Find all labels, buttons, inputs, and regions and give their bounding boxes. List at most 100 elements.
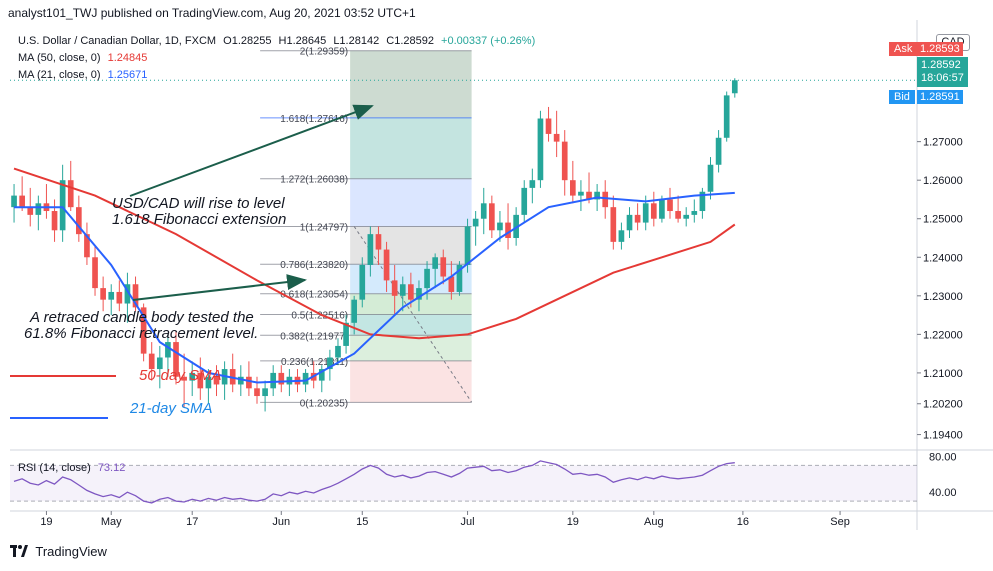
- candle-body: [569, 180, 576, 196]
- candle: [359, 257, 366, 308]
- candle: [472, 211, 479, 246]
- candle: [140, 303, 147, 362]
- candle-body: [456, 264, 463, 292]
- candle: [578, 180, 584, 212]
- publisher-line: analyst101_TWJ published on TradingView.…: [8, 6, 416, 20]
- candle: [399, 276, 406, 312]
- open-value: O1.28255: [223, 35, 272, 47]
- candle-body: [505, 222, 511, 238]
- candle: [221, 361, 228, 400]
- ma21-legend[interactable]: MA (21, close, 0) 1.25671: [18, 69, 147, 81]
- candle-body: [521, 187, 528, 215]
- rsi-legend[interactable]: RSI (14, close) 73.12: [18, 462, 125, 474]
- candle: [569, 160, 576, 204]
- candle: [383, 241, 390, 292]
- candles: [11, 78, 738, 412]
- footer-brand[interactable]: TradingView: [10, 544, 107, 559]
- ma21-label: MA (21, close, 0): [18, 69, 101, 81]
- candle: [327, 349, 333, 381]
- fibonacci-tool: 2(1.29359) 1.618(1.27616) 1.272(1.26038) 1(…: [260, 47, 473, 409]
- annotation-text: 61.8% Fibonacci retracement level.: [24, 325, 258, 342]
- candle-body: [707, 164, 714, 192]
- candle: [691, 199, 698, 223]
- y-tick-label: 1.22000: [923, 329, 963, 341]
- candle: [246, 361, 252, 397]
- candle: [424, 261, 430, 300]
- candle-body: [205, 376, 212, 389]
- low-value: L1.28142: [333, 35, 380, 47]
- candle-body: [561, 141, 568, 181]
- candle: [213, 365, 220, 397]
- annotation-text: 1.618 Fibonacci extension: [112, 211, 286, 228]
- candle-body: [165, 342, 171, 358]
- candle: [286, 369, 293, 397]
- bid-price: 1.28591: [917, 90, 963, 104]
- symbol-name: U.S. Dollar / Canadian Dollar, 1D, FXCM: [18, 35, 217, 47]
- y-tick-label: 1.26000: [923, 175, 963, 187]
- x-tick-label: 19: [40, 516, 52, 528]
- candle-body: [19, 195, 25, 208]
- candle-body: [327, 357, 333, 370]
- candle-body: [27, 207, 34, 215]
- candle-body: [683, 214, 690, 219]
- candle-body: [35, 203, 42, 215]
- ma50-value: 1.24845: [107, 52, 148, 64]
- ask-label: Ask: [894, 43, 913, 55]
- footer-brand-text: TradingView: [35, 544, 107, 559]
- candle: [602, 180, 609, 219]
- candle: [35, 195, 42, 231]
- ma50-legend[interactable]: MA (50, close, 0) 1.24845: [18, 52, 147, 64]
- candle: [262, 380, 268, 412]
- tradingview-logo-icon: [10, 545, 28, 557]
- candle-body: [626, 214, 633, 231]
- rsi-line: [13, 460, 735, 504]
- candle: [489, 195, 495, 238]
- bar-countdown: 18:06:57: [921, 72, 964, 84]
- candle-body: [76, 207, 82, 235]
- candle: [553, 110, 560, 158]
- candle-body: [602, 191, 609, 208]
- candle-body: [497, 222, 503, 231]
- candle: [699, 187, 706, 219]
- candle-body: [302, 372, 309, 385]
- candle-body: [529, 180, 536, 188]
- candle-body: [116, 291, 123, 304]
- ma50-label: MA (50, close, 0): [18, 52, 101, 64]
- candle: [440, 249, 447, 285]
- candle-body: [472, 218, 479, 227]
- candle: [189, 361, 196, 397]
- y-tick-label: 1.21000: [923, 368, 963, 380]
- candle-body: [375, 234, 382, 250]
- change-value: +0.00337 (+0.26%): [441, 35, 536, 47]
- x-tick-label: May: [101, 516, 122, 528]
- candle: [43, 184, 50, 219]
- x-tick-label: 16: [737, 516, 749, 528]
- candle-body: [642, 203, 649, 223]
- ask-price: 1.28593: [917, 42, 963, 56]
- candle-body: [399, 284, 406, 296]
- candle: [715, 130, 722, 173]
- fib-level-label: 1(1.24797): [300, 223, 348, 234]
- candle: [707, 157, 714, 200]
- symbol-legend: U.S. Dollar / Canadian Dollar, 1D, FXCM …: [18, 35, 535, 47]
- annotation-text: A retraced candle body tested the: [29, 309, 254, 326]
- candle-body: [440, 257, 447, 277]
- candle-body: [578, 191, 584, 196]
- candle-body: [537, 118, 544, 181]
- candle: [318, 365, 325, 393]
- candle-body: [586, 191, 592, 200]
- candle-body: [691, 211, 698, 215]
- candle-body: [318, 369, 325, 381]
- candle-body: [67, 180, 74, 208]
- candle: [456, 261, 463, 296]
- y-tick-label: 1.20200: [923, 399, 963, 411]
- candle-body: [11, 195, 17, 208]
- candle-body: [723, 95, 730, 138]
- candle: [529, 168, 536, 204]
- candle: [416, 280, 422, 312]
- candle: [432, 253, 438, 289]
- rsi-label: RSI (14, close): [18, 462, 91, 474]
- candle: [343, 315, 349, 354]
- candle: [650, 191, 657, 227]
